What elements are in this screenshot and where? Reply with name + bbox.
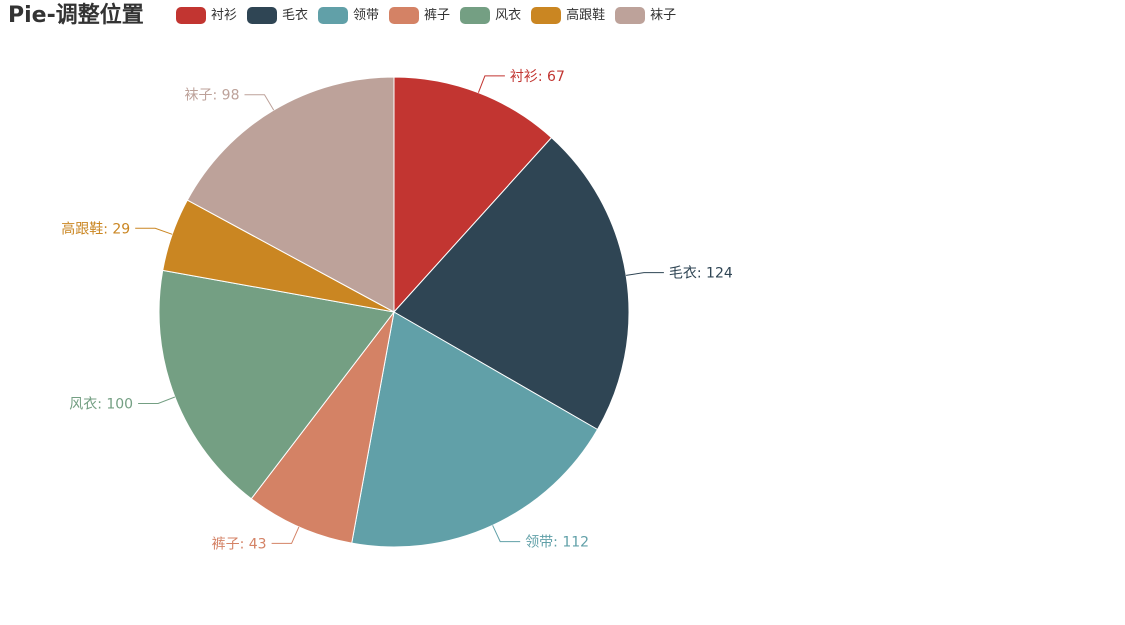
legend-label: 毛衣 [282,7,309,23]
legend-label: 风衣 [495,7,522,23]
legend-swatch [176,6,206,24]
legend-item[interactable]: 衬衫 [176,6,238,24]
legend-swatch [247,6,278,24]
legend-swatch [318,6,349,24]
label-line [626,272,664,276]
slice-data-label: 风衣: 100 [69,397,133,413]
legend-label: 袜子 [650,7,677,23]
label-line [135,227,173,235]
slice-data-label: 毛衣: 124 [669,266,733,282]
legend-swatch [531,6,562,24]
label-line [492,525,521,543]
pie-slice[interactable] [250,311,395,544]
legend-item[interactable]: 裤子 [389,6,451,24]
slice-data-label: 高跟鞋: 29 [61,220,130,237]
slice-data-label: 衬衫: 67 [510,69,565,85]
pie-slice[interactable] [158,269,395,500]
legend-label: 高跟鞋 [566,7,606,23]
legend-swatch [615,6,646,24]
slice-data-label: 领带: 112 [525,535,589,551]
legend-label: 衬衫 [211,7,238,23]
legend-item[interactable]: 毛衣 [247,6,309,24]
label-line [271,526,300,544]
legend-label: 领带 [353,7,380,23]
legend-label: 裤子 [424,7,451,23]
pie-slice[interactable] [351,311,599,548]
pie-slice[interactable] [186,76,395,313]
legend-item[interactable]: 风衣 [460,6,522,24]
slice-data-label: 袜子: 98 [185,88,240,104]
legend-item[interactable]: 高跟鞋 [531,6,606,24]
legend-item[interactable]: 袜子 [615,6,677,24]
label-line [138,396,176,404]
label-line [244,94,275,111]
slice-data-label: 裤子: 43 [212,536,267,552]
legend-item[interactable]: 领带 [318,6,380,24]
label-line [477,75,505,93]
legend-swatch [460,6,491,24]
chart-title: Pie-调整位置 [8,3,144,28]
legend: 衬衫 毛衣 领带 裤子 风衣 高跟鞋 袜子 [176,5,686,25]
legend-swatch [389,6,420,24]
